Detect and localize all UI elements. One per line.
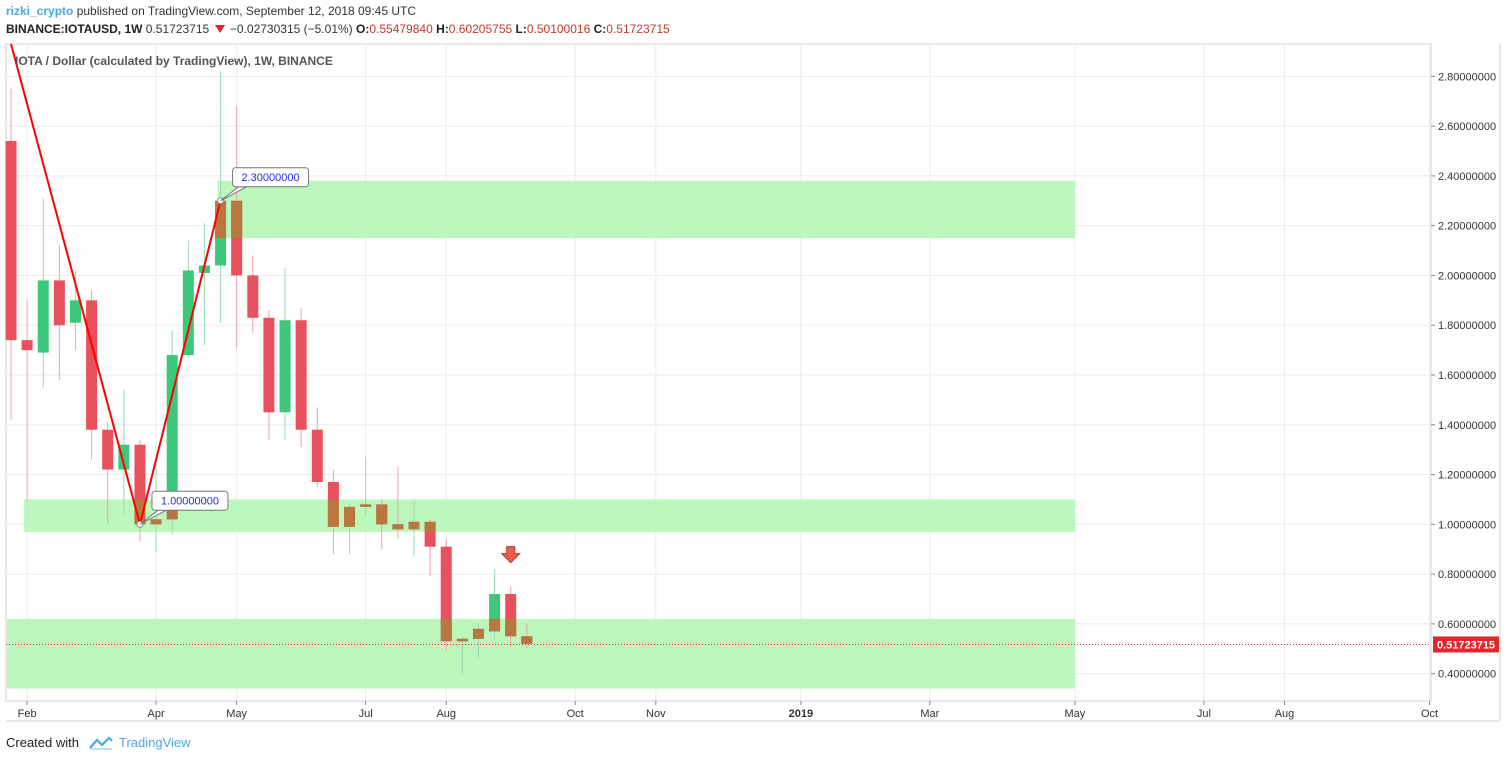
y-tick-label: 1.00000000 bbox=[1438, 519, 1496, 531]
candle-body bbox=[5, 141, 17, 341]
y-tick-label: 2.00000000 bbox=[1438, 270, 1496, 282]
candle-zone-overlap bbox=[150, 519, 162, 525]
y-tick-label: 2.20000000 bbox=[1438, 221, 1496, 233]
y-tick-label: 2.40000000 bbox=[1438, 171, 1496, 183]
candle-body bbox=[21, 340, 33, 351]
candle-body bbox=[424, 521, 436, 547]
close-label: C: bbox=[593, 22, 607, 36]
candle-body bbox=[489, 593, 501, 632]
candle-body bbox=[134, 444, 146, 525]
plot-area bbox=[5, 43, 1432, 702]
candle-zone-overlap bbox=[408, 521, 420, 530]
last-price-label: 0.51723715 bbox=[1437, 639, 1495, 651]
support-resistance-zone bbox=[217, 180, 1075, 239]
candle-zone-overlap bbox=[134, 499, 146, 525]
candle-body bbox=[440, 546, 452, 642]
x-tick-label: Jul bbox=[359, 708, 373, 720]
candle-zone-overlap bbox=[392, 524, 404, 530]
chart-title: IOTA / Dollar (calculated by TradingView… bbox=[15, 54, 333, 68]
support-resistance-zone bbox=[7, 618, 1075, 689]
candle-zone-overlap bbox=[521, 636, 533, 644]
candle-zone-overlap bbox=[215, 200, 227, 239]
candle-body bbox=[247, 275, 259, 318]
tradingview-logo-icon bbox=[89, 735, 113, 750]
callout-box bbox=[151, 490, 229, 511]
close-value: 0.51723715 bbox=[606, 22, 670, 36]
y-tick-label: 1.20000000 bbox=[1438, 470, 1496, 482]
candle-body bbox=[505, 593, 517, 637]
open-value: 0.55479840 bbox=[369, 22, 433, 36]
y-tick-label: 0.40000000 bbox=[1438, 669, 1496, 681]
last-price-value: 0.51723715 bbox=[145, 22, 210, 36]
candle-body bbox=[311, 429, 323, 482]
candle-zone-overlap bbox=[360, 504, 372, 507]
candle-zone-overlap bbox=[440, 618, 452, 642]
candle-body bbox=[69, 300, 81, 323]
high-value: 0.60205755 bbox=[448, 22, 513, 36]
candle-zone-overlap bbox=[472, 628, 484, 639]
high-label: H: bbox=[436, 22, 449, 36]
candle-body bbox=[86, 300, 98, 430]
candle-body bbox=[37, 280, 49, 353]
x-tick-label: May bbox=[1065, 708, 1086, 720]
publish-info: published on TradingView.com, September … bbox=[76, 4, 417, 18]
footer: Created with TradingView bbox=[6, 735, 191, 750]
last-price-badge bbox=[1433, 636, 1499, 653]
candle-zone-overlap bbox=[456, 638, 468, 642]
candle-zone-overlap bbox=[231, 200, 243, 239]
x-tick-label: Oct bbox=[567, 708, 584, 720]
x-tick-label: 2019 bbox=[789, 708, 813, 720]
candle-zone-overlap bbox=[505, 618, 517, 637]
x-tick-label: Mar bbox=[920, 708, 939, 720]
y-tick-label: 1.40000000 bbox=[1438, 420, 1496, 432]
candle-zone-overlap bbox=[376, 504, 388, 525]
x-tick-label: May bbox=[226, 708, 247, 720]
candle-zone-overlap bbox=[327, 499, 339, 527]
candle-zone-overlap bbox=[489, 618, 501, 632]
author-link[interactable]: rizki_crypto bbox=[6, 4, 74, 18]
callout-label: 1.00000000 bbox=[161, 495, 219, 507]
low-value: 0.50100016 bbox=[526, 22, 591, 36]
low-label: L: bbox=[515, 22, 527, 36]
candle-body bbox=[182, 270, 194, 356]
symbol-label: BINANCE:IOTAUSD, 1W bbox=[6, 22, 143, 36]
down-triangle-icon bbox=[214, 25, 225, 33]
x-tick-label: Jul bbox=[1197, 708, 1211, 720]
candle-body bbox=[118, 444, 130, 470]
y-tick-label: 0.60000000 bbox=[1438, 619, 1496, 631]
y-tick-label: 1.60000000 bbox=[1438, 370, 1496, 382]
y-tick-label: 1.80000000 bbox=[1438, 320, 1496, 332]
ohlc-legend: BINANCE:IOTAUSD, 1W 0.51723715 −0.027303… bbox=[6, 21, 670, 38]
publish-header: rizki_crypto published on TradingView.co… bbox=[6, 3, 416, 20]
candle-body bbox=[53, 280, 65, 326]
candle-body bbox=[166, 355, 178, 520]
x-tick-label: Feb bbox=[18, 708, 37, 720]
x-tick-label: Aug bbox=[1275, 708, 1295, 720]
candle-body bbox=[279, 320, 291, 413]
candle-body bbox=[295, 320, 307, 430]
x-tick-label: Apr bbox=[148, 708, 165, 720]
tradingview-brand-link[interactable]: TradingView bbox=[118, 735, 191, 750]
y-tick-label: 0.80000000 bbox=[1438, 569, 1496, 581]
created-with-label: Created with bbox=[6, 735, 79, 750]
y-tick-label: 2.80000000 bbox=[1438, 71, 1496, 83]
callout-box bbox=[232, 167, 310, 188]
open-label: O: bbox=[356, 22, 370, 36]
y-tick-label: 2.60000000 bbox=[1438, 121, 1496, 133]
candle-zone-overlap bbox=[424, 521, 436, 532]
candle-body bbox=[102, 429, 114, 470]
callout-label: 2.30000000 bbox=[241, 172, 299, 184]
candle-zone-overlap bbox=[344, 506, 356, 527]
x-tick-label: Oct bbox=[1421, 708, 1438, 720]
change-value: −0.02730315 (−5.01%) bbox=[229, 22, 353, 36]
x-tick-label: Aug bbox=[436, 708, 456, 720]
down-arrow-icon bbox=[500, 546, 521, 564]
x-tick-label: Nov bbox=[646, 708, 666, 720]
candle-body bbox=[263, 317, 275, 413]
